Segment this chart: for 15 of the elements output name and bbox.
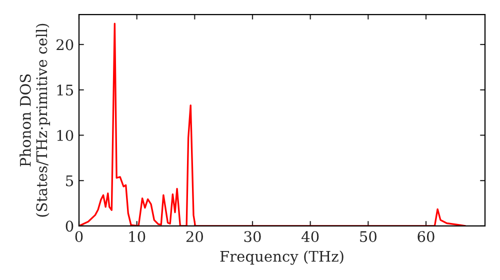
y-tick-label: 20 — [56, 39, 74, 50]
x-tick-label: 40 — [302, 231, 319, 242]
x-tick-label: 30 — [244, 231, 261, 242]
y-tick-label: 10 — [57, 130, 74, 141]
x-tick-label: 0 — [75, 231, 83, 242]
x-tick-label: 60 — [418, 231, 434, 242]
y-tick-label: 0 — [66, 220, 74, 232]
x-tick-label: 10 — [129, 231, 146, 242]
x-tick-label: 50 — [360, 231, 376, 242]
y-tick-label: 5 — [66, 176, 74, 186]
x-axis-title: Frequency (THz) — [220, 250, 344, 265]
line-series — [79, 22, 466, 226]
y-axis-title: Phonon DOS (States/THz·primitive cell) — [20, 24, 50, 217]
x-tick-label: 20 — [186, 231, 203, 242]
y-tick-label: 15 — [57, 84, 74, 96]
